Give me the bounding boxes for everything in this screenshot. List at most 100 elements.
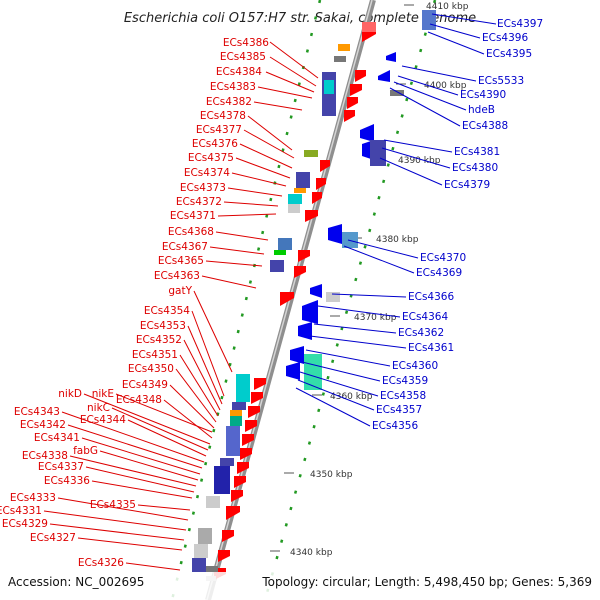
forward-gene-arrow — [242, 434, 254, 446]
gene-label: ECs4376 — [192, 138, 238, 150]
gene-label: ECs4380 — [452, 162, 498, 174]
gene-block — [338, 44, 350, 51]
outer-feature-track — [263, 0, 437, 600]
gene-block — [270, 260, 284, 272]
kbp-label: 4370 kbp — [354, 313, 397, 323]
gene-block — [278, 238, 292, 250]
gene-label: ECs4338 — [22, 450, 68, 462]
gene-label: ECs4367 — [162, 241, 208, 253]
forward-gene-arrow — [355, 70, 366, 82]
gene-label: ECs4343 — [14, 406, 60, 418]
forward-gene-arrow — [248, 406, 260, 418]
gene-label: ECs4390 — [460, 89, 506, 101]
gene-label: ECs4329 — [2, 518, 48, 530]
forward-gene-arrow — [312, 192, 322, 204]
reverse-gene-arrow — [386, 52, 396, 62]
forward-gene-arrow — [254, 378, 266, 390]
forward-gene-arrow — [294, 266, 306, 278]
forward-gene-arrow — [350, 84, 362, 96]
right-leader-lines — [295, 13, 497, 427]
gene-label: ECs4374 — [184, 167, 230, 179]
gene-label: ECs4337 — [38, 461, 84, 473]
footer-background — [0, 572, 600, 600]
forward-gene-arrow — [347, 97, 358, 109]
forward-gene-arrow — [280, 292, 294, 306]
gene-block — [304, 150, 318, 157]
gene-label: hdeB — [468, 104, 495, 116]
reverse-gene-arrow — [290, 346, 304, 364]
gene-label: ECs4333 — [10, 492, 56, 504]
gene-label: nikD — [58, 388, 82, 400]
gene-label: ECs4384 — [216, 66, 262, 78]
gene-label: ECs4372 — [176, 196, 222, 208]
reverse-gene-arrow — [360, 124, 374, 142]
gene-block — [192, 558, 206, 572]
kbp-label: 4410 kbp — [426, 2, 469, 12]
gene-block — [232, 402, 246, 410]
forward-gene-arrow — [316, 178, 326, 190]
gene-block — [288, 194, 302, 204]
left-gene-labels: ECs4386 ECs4385 ECs4384 ECs4383 ECs4382 … — [0, 37, 269, 569]
genome-title: Escherichia coli O157:H7 str. Sakai, com… — [124, 11, 476, 26]
gene-label: ECs4342 — [20, 419, 66, 431]
left-leader-lines — [43, 41, 319, 571]
forward-gene-arrow — [234, 476, 246, 488]
gene-label: nikC — [87, 402, 110, 414]
gene-label: ECs4368 — [168, 226, 214, 238]
gene-block — [304, 354, 322, 390]
gene-label: ECs4386 — [223, 37, 269, 49]
gene-label: ECs4344 — [80, 414, 126, 426]
gene-block — [334, 56, 346, 62]
gene-label: ECs4353 — [140, 320, 186, 332]
gene-label: ECs4354 — [144, 305, 190, 317]
gene-label: ECs4381 — [454, 146, 500, 158]
gene-block — [206, 496, 220, 508]
gene-block — [288, 204, 300, 213]
gene-block — [198, 528, 212, 544]
gene-block — [390, 90, 404, 96]
forward-gene-arrow — [344, 110, 355, 122]
gene-label: ECs4331 — [0, 505, 42, 517]
gene-label: ECs4348 — [116, 394, 162, 406]
gene-label: ECs4396 — [482, 32, 528, 44]
gene-label: ECs4365 — [158, 255, 204, 267]
gene-label: ECs4382 — [206, 96, 252, 108]
gene-block — [370, 140, 386, 166]
gene-block — [236, 374, 250, 402]
gene-block — [206, 566, 218, 572]
forward-gene-arrow — [245, 420, 257, 432]
gene-label: ECs4364 — [402, 311, 448, 323]
accession-text: Accession: NC_002695 — [8, 575, 144, 589]
inner-feature-track — [170, 0, 322, 600]
gene-label: ECs4395 — [486, 48, 532, 60]
gene-label: ECs4336 — [44, 475, 90, 487]
gene-block — [194, 544, 208, 558]
gene-label: ECs4350 — [128, 363, 174, 375]
forward-gene-arrow — [251, 392, 263, 404]
gene-label: ECs4375 — [188, 152, 234, 164]
gene-block — [326, 292, 340, 302]
gene-label: ECs4379 — [444, 179, 490, 191]
reverse-gene-arrow — [378, 70, 390, 82]
gene-block — [226, 426, 240, 456]
gene-label: ECs4359 — [382, 375, 428, 387]
reverse-gene-arrow — [302, 300, 318, 324]
reverse-gene-arrow — [286, 362, 300, 380]
gene-block — [422, 10, 436, 30]
gene-label: ECs4358 — [380, 390, 426, 402]
reverse-gene-arrow — [310, 284, 322, 298]
forward-gene-arrow — [226, 506, 240, 520]
gene-label: ECs4349 — [122, 379, 168, 391]
gene-label: ECs4327 — [30, 532, 76, 544]
kbp-label: 4400 kbp — [424, 81, 467, 91]
gene-label: ECs4373 — [180, 182, 226, 194]
gene-block — [230, 416, 242, 426]
reverse-gene-arrow — [298, 322, 312, 340]
forward-gene-arrow — [218, 550, 230, 562]
gene-blocks — [192, 10, 436, 581]
gene-block — [220, 458, 234, 466]
gene-label: ECs4371 — [170, 210, 216, 222]
gene-block — [362, 22, 376, 32]
gene-label: ECs4388 — [462, 120, 508, 132]
